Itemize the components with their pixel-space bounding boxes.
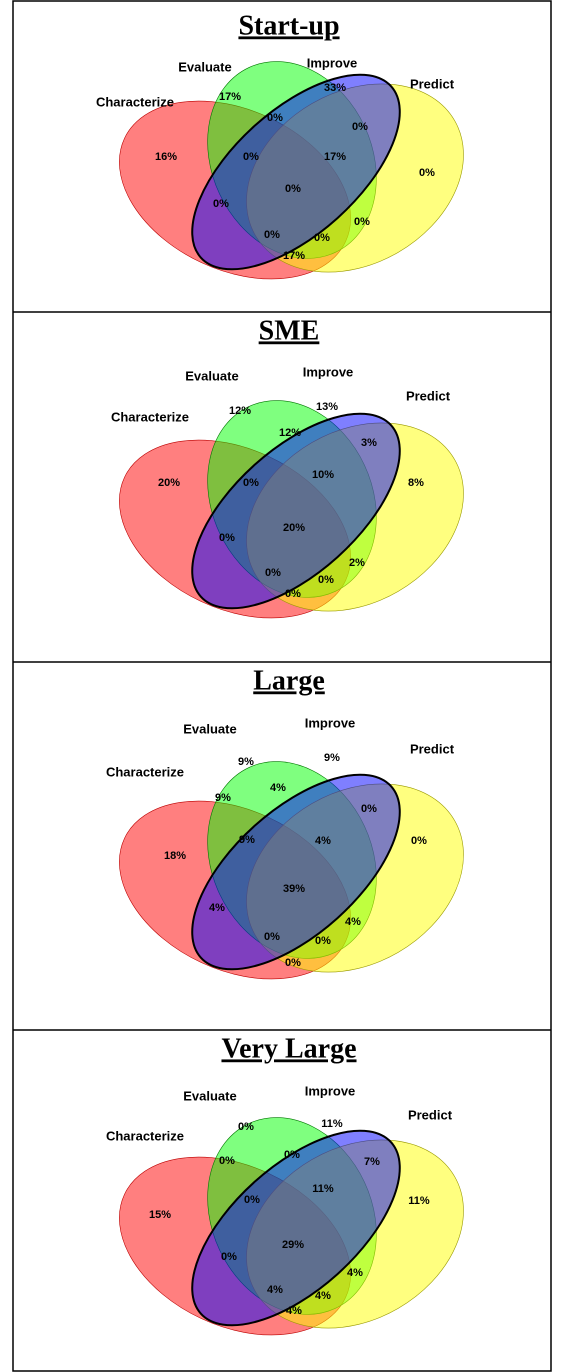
region-value: 3% [361,437,377,449]
region-value: 13% [316,401,338,413]
region-value: 0% [352,121,368,133]
set-ellipse [191,773,401,971]
region-value: 0% [284,1149,300,1161]
region-value: 18% [164,850,186,862]
set-ellipse [191,73,401,271]
set-label: Evaluate [183,721,236,736]
region-value: 0% [213,198,229,210]
region-value: 0% [285,183,301,195]
region-value: 4% [267,1284,283,1296]
panel-title: SME [259,315,320,346]
set-label: Predict [406,388,451,403]
set-label: Characterize [111,409,189,424]
region-value: 17% [324,151,346,163]
region-value: 4% [209,902,225,914]
region-value: 9% [239,834,255,846]
set-label: Characterize [96,94,174,109]
region-value: 29% [282,1239,304,1251]
region-value: 17% [283,250,305,262]
region-value: 0% [264,229,280,241]
region-value: 9% [324,752,340,764]
region-value: 0% [285,588,301,600]
frame [12,0,552,1372]
region-value: 4% [345,916,361,928]
region-value: 0% [265,567,281,579]
region-value: 9% [215,792,231,804]
set-label: Improve [307,55,358,70]
region-value: 10% [312,469,334,481]
region-value: 0% [354,216,370,228]
region-value: 0% [219,1155,235,1167]
set-label: Evaluate [178,59,231,74]
region-value: 4% [315,835,331,847]
region-value: 11% [408,1195,430,1207]
region-value: 0% [318,574,334,586]
region-value: 0% [243,151,259,163]
set-label: Characterize [106,1128,184,1143]
region-value: 0% [285,957,301,969]
region-value: 20% [283,522,305,534]
region-value: 0% [314,232,330,244]
region-value: 7% [364,1156,380,1168]
set-ellipse [191,412,401,610]
region-value: 33% [324,82,346,94]
region-value: 11% [312,1183,334,1195]
set-label: Predict [408,1107,453,1122]
region-value: 0% [244,1194,260,1206]
panel-title: Start-up [238,10,339,41]
set-label: Improve [305,1083,356,1098]
region-value: 0% [361,803,377,815]
region-value: 0% [419,167,435,179]
set-ellipse [191,1129,401,1327]
set-label: Improve [303,364,354,379]
set-label: Evaluate [183,1088,236,1103]
region-value: 0% [238,1121,254,1133]
region-value: 4% [347,1267,363,1279]
region-value: 20% [158,477,180,489]
region-value: 4% [270,782,286,794]
region-value: 8% [408,477,424,489]
set-label: Evaluate [185,368,238,383]
region-value: 11% [321,1118,343,1130]
region-value: 0% [411,835,427,847]
region-value: 16% [155,151,177,163]
region-value: 9% [238,756,254,768]
region-value: 4% [286,1305,302,1317]
panel-title: Large [253,665,325,696]
region-value: 39% [283,883,305,895]
set-label: Characterize [106,764,184,779]
region-value: 0% [219,532,235,544]
region-value: 17% [219,91,241,103]
region-value: 4% [315,1290,331,1302]
region-value: 0% [243,477,259,489]
region-value: 12% [279,427,301,439]
set-label: Predict [410,741,455,756]
set-label: Improve [305,715,356,730]
region-value: 0% [221,1251,237,1263]
region-value: 0% [267,112,283,124]
region-value: 2% [349,557,365,569]
region-value: 0% [315,935,331,947]
set-label: Predict [410,76,455,91]
region-value: 15% [149,1209,171,1221]
region-value: 12% [229,405,251,417]
region-value: 0% [264,931,280,943]
panel-title: Very Large [221,1033,356,1064]
